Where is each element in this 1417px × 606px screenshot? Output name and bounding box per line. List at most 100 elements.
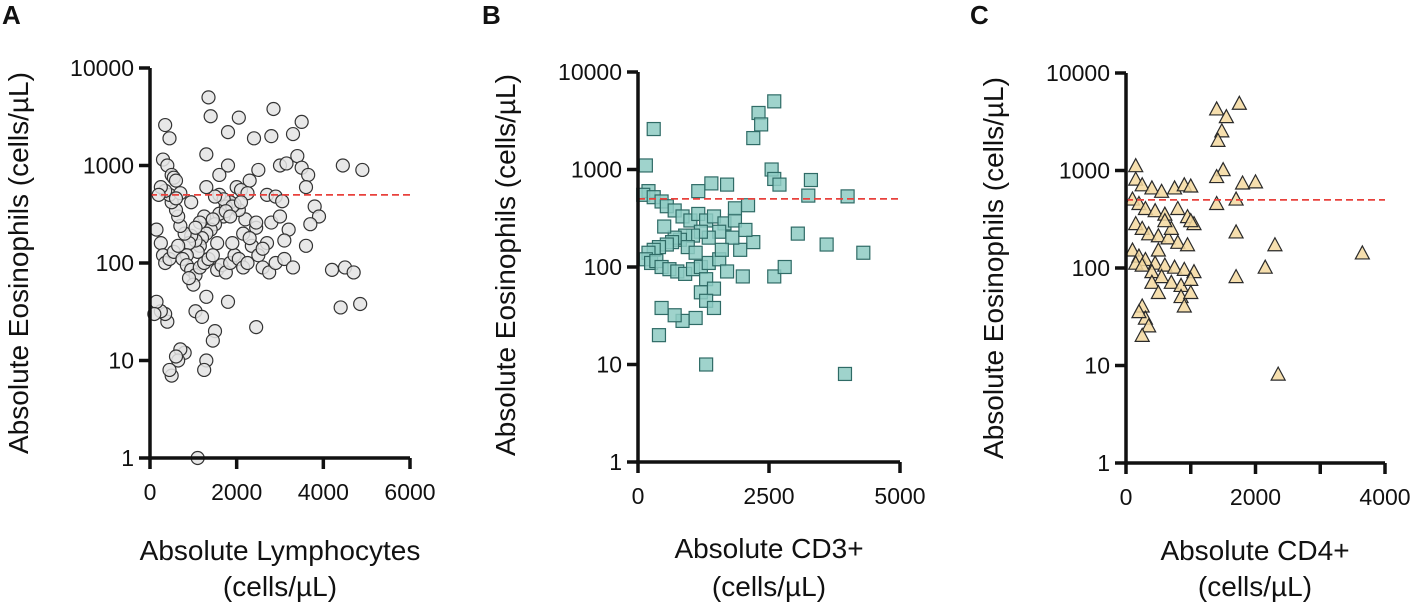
data-point	[1209, 132, 1226, 147]
y-tick-label: 100	[584, 254, 622, 280]
panel-b-x-axis-title-line2: (cells/µL)	[712, 571, 826, 602]
data-point	[225, 235, 240, 251]
data-point	[688, 245, 703, 260]
data-point	[233, 195, 249, 210]
data-point	[1124, 241, 1141, 257]
data-point	[1228, 190, 1245, 206]
data-point	[837, 366, 853, 382]
data-point	[1215, 161, 1232, 177]
data-point	[1163, 274, 1180, 289]
data-point	[162, 131, 177, 146]
x-tick-label: 0	[144, 479, 157, 505]
y-tick-label: 10	[596, 352, 622, 378]
data-point	[856, 245, 871, 260]
data-point	[725, 230, 740, 245]
data-point	[149, 222, 164, 237]
y-tick-label: 1	[121, 445, 134, 471]
data-point	[1150, 241, 1167, 257]
y-tick-label: 10000	[558, 59, 622, 85]
data-point	[819, 237, 834, 252]
data-point	[205, 333, 220, 348]
data-point	[285, 126, 301, 142]
data-point	[740, 198, 756, 213]
data-point	[754, 117, 769, 132]
data-point	[162, 362, 177, 378]
panel-b: B 1 10 100 1000 10000 0 2500 5000 Absolute Eos…	[482, 0, 926, 602]
data-point	[355, 162, 370, 178]
data-point	[255, 241, 270, 256]
y-tick-label: 1	[1097, 450, 1110, 476]
data-point	[197, 362, 212, 378]
data-point	[266, 101, 281, 117]
data-point	[1150, 284, 1167, 300]
panel-c-points	[1124, 95, 1371, 381]
data-point	[181, 271, 197, 286]
data-point	[1166, 258, 1183, 274]
panel-b-points	[636, 94, 871, 382]
data-point	[772, 177, 787, 192]
y-tick-label: 100	[1072, 255, 1110, 281]
data-point	[203, 109, 218, 124]
data-point	[1134, 256, 1151, 272]
panel-b-y-axis-title: Absolute Eosinophils (cells/µL)	[490, 74, 521, 456]
data-point	[1182, 284, 1199, 300]
data-point	[1218, 108, 1235, 124]
panel-a-x-axis-title-line2: (cells/µL)	[223, 571, 337, 602]
data-point	[1169, 234, 1186, 249]
data-point	[1127, 170, 1144, 186]
y-tick-label: 100	[96, 250, 134, 276]
data-point	[646, 121, 661, 137]
panel-b-x-ticks: 0 2500 5000	[632, 462, 926, 509]
data-point	[767, 94, 782, 109]
data-point	[706, 281, 722, 296]
data-point	[1134, 176, 1151, 192]
data-point	[249, 215, 264, 230]
data-point	[194, 309, 210, 325]
x-tick-label: 6000	[384, 479, 435, 505]
data-point	[333, 300, 348, 315]
data-point	[719, 177, 735, 192]
data-point	[184, 195, 199, 210]
y-tick-label: 1000	[571, 157, 622, 183]
data-point	[212, 167, 227, 183]
data-point	[201, 90, 216, 105]
data-point	[246, 131, 262, 146]
data-point	[654, 300, 669, 316]
data-point	[1140, 317, 1157, 333]
data-point	[294, 114, 309, 130]
data-point	[1156, 256, 1173, 272]
y-tick-label: 1000	[1059, 158, 1110, 184]
data-point	[738, 222, 753, 238]
y-tick-label: 10	[1084, 353, 1110, 379]
data-point	[691, 184, 706, 199]
data-point	[199, 180, 214, 195]
panel-a-y-ticks: 1 10 100 1000 10000	[70, 55, 150, 471]
data-point	[733, 242, 748, 257]
data-point	[688, 310, 703, 326]
data-point	[277, 251, 292, 267]
data-point	[1231, 95, 1248, 110]
data-point	[1153, 183, 1170, 198]
panel-a-points	[147, 90, 370, 466]
data-point	[149, 294, 164, 309]
data-point	[657, 219, 672, 234]
x-tick-label: 0	[1120, 484, 1133, 510]
panel-a-x-axis-title-line1: Absolute Lymphocytes	[140, 535, 421, 566]
data-point	[801, 188, 816, 203]
data-point	[249, 320, 264, 335]
x-tick-label: 4000	[1359, 484, 1410, 510]
data-point	[277, 233, 292, 248]
data-point	[205, 212, 220, 227]
data-point	[790, 226, 805, 241]
data-point	[1234, 174, 1251, 190]
x-tick-label: 0	[632, 483, 645, 509]
data-point	[1266, 236, 1283, 252]
data-point	[651, 328, 667, 343]
data-point	[1140, 225, 1157, 241]
data-point	[171, 238, 186, 253]
data-point	[746, 130, 761, 146]
data-point	[199, 289, 214, 304]
data-point	[158, 117, 173, 133]
panel-b-y-ticks: 1 10 100 1000 10000	[558, 59, 638, 475]
data-point	[1176, 261, 1193, 276]
